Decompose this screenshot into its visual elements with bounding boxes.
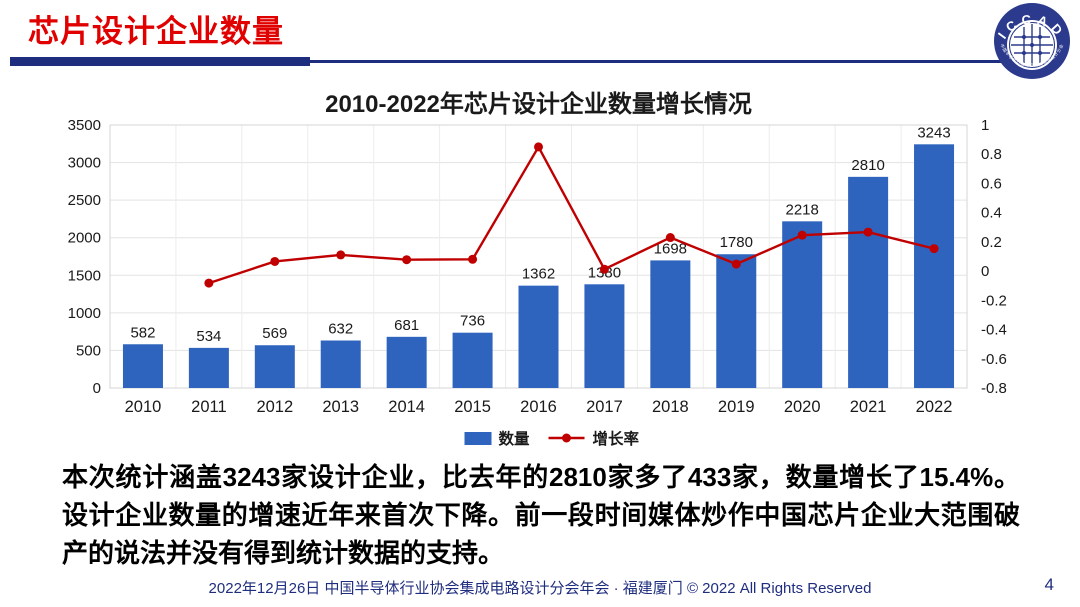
- x-tick-label: 2019: [718, 398, 755, 416]
- right-tick-label: -0.6: [981, 351, 1007, 368]
- summary-text: 本次统计涵盖3243家设计企业，比去年的2810家多了433家，数量增长了15.…: [62, 462, 1020, 568]
- header-rule-thin: [310, 60, 1050, 63]
- line-point-2015: [468, 254, 478, 264]
- right-tick-label: -0.4: [981, 322, 1007, 339]
- x-tick-label: 2014: [388, 398, 425, 416]
- bar-label-2013: 632: [328, 321, 353, 338]
- bar-2011: [188, 347, 229, 388]
- bar-label-2016: 1362: [522, 266, 555, 283]
- legend-line-label: 增长率: [593, 429, 640, 448]
- bar-label-2019: 1780: [720, 234, 753, 251]
- left-tick-label: 1500: [68, 267, 101, 284]
- line-point-2016: [534, 142, 543, 152]
- bar-2015: [452, 332, 493, 388]
- right-tick-label: 0.6: [981, 175, 1002, 192]
- bar-2021: [848, 176, 889, 388]
- x-tick-label: 2017: [586, 398, 623, 416]
- growth-chart: 2010-2022年芯片设计企业数量增长情况 582 534 569 632 681 736…: [68, 90, 1007, 448]
- bar-2014: [386, 336, 427, 388]
- right-tick-label: 0.4: [981, 205, 1002, 222]
- footer-text: 2022年12月26日 中国半导体行业协会集成电路设计分会年会 · 福建厦门 ©…: [208, 580, 872, 597]
- chart-title: 2010-2022年芯片设计企业数量增长情况: [325, 90, 752, 118]
- x-tick-label: 2021: [850, 398, 887, 416]
- right-tick-label: 0.2: [981, 234, 1002, 251]
- left-tick-label: 1000: [68, 305, 101, 322]
- bar-label-2010: 582: [130, 324, 155, 341]
- bar-2018: [650, 260, 691, 388]
- right-tick-label: -0.2: [981, 292, 1007, 309]
- line-point-2022: [929, 244, 939, 254]
- bar-2022: [914, 144, 955, 388]
- legend-bar-label: 数量: [499, 429, 531, 448]
- line-series: [204, 142, 939, 288]
- header-rule-thick: [10, 57, 310, 66]
- bar-label-2018: 1698: [654, 240, 687, 257]
- x-tick-label: 2010: [125, 398, 162, 416]
- legend-bar-swatch: [464, 432, 492, 445]
- line-point-2017: [599, 264, 609, 274]
- x-axis: 2010 2011 2012 2013 2014 2015 2016 2017 2018 2019…: [125, 398, 953, 416]
- bar-2010: [122, 344, 163, 388]
- page-number: 4: [1044, 575, 1054, 594]
- bar-2013: [320, 340, 361, 388]
- legend-line-marker: [562, 433, 571, 443]
- bar-2019: [716, 254, 757, 388]
- x-tick-label: 2013: [322, 398, 359, 416]
- left-tick-label: 3500: [68, 117, 101, 134]
- bar-2016: [518, 285, 559, 388]
- growth-line: [208, 144, 935, 285]
- bar-label-2014: 681: [394, 317, 419, 334]
- left-tick-label: 2000: [68, 230, 101, 247]
- right-tick-label: 1: [981, 117, 989, 134]
- line-point-2018: [665, 233, 675, 243]
- line-point-2020: [797, 230, 807, 240]
- iccad-logo-icon: ICCAD 中国半导体行业协会集成电路设计分会: [994, 3, 1070, 79]
- bar-label-2022: 3243: [917, 124, 950, 141]
- line-point-2014: [402, 255, 412, 265]
- left-tick-label: 0: [93, 380, 101, 397]
- bar-label-2011: 534: [196, 328, 221, 345]
- line-point-2012: [270, 256, 280, 266]
- bar-label-2015: 736: [460, 313, 485, 330]
- line-point-2013: [336, 250, 346, 260]
- x-tick-label: 2016: [520, 398, 557, 416]
- x-tick-label: 2015: [454, 398, 491, 416]
- bar-2020: [782, 221, 823, 388]
- x-tick-label: 2020: [784, 398, 821, 416]
- x-tick-label: 2012: [256, 398, 293, 416]
- chart-legend: 数量 增长率: [464, 429, 640, 448]
- right-tick-label: 0: [981, 263, 989, 280]
- right-tick-label: -0.8: [981, 380, 1007, 397]
- bar-series: 5825345696326817361362138016981780221828…: [122, 124, 955, 388]
- bar-label-2012: 569: [262, 325, 287, 342]
- bar-label-2020: 2218: [786, 201, 819, 218]
- left-axis: 0 500 1000 1500 2000 2500 3000 3500: [68, 117, 101, 397]
- bar-2017: [584, 284, 625, 388]
- line-point-2019: [731, 259, 741, 269]
- right-axis: -0.8 -0.6 -0.4 -0.2 0 0.2 0.4 0.6 0.8 1: [981, 117, 1007, 397]
- line-point-2021: [863, 227, 873, 237]
- right-tick-label: 0.8: [981, 146, 1002, 163]
- left-tick-label: 3000: [68, 155, 101, 172]
- bar-2012: [254, 345, 295, 388]
- left-tick-label: 500: [76, 342, 101, 359]
- bar-label-2021: 2810: [851, 157, 884, 174]
- line-point-2011: [204, 278, 214, 288]
- page-title: 芯片设计企业数量: [28, 14, 284, 49]
- x-tick-label: 2022: [916, 398, 953, 416]
- x-tick-label: 2011: [191, 398, 226, 416]
- x-tick-label: 2018: [652, 398, 689, 416]
- left-tick-label: 2500: [68, 192, 101, 209]
